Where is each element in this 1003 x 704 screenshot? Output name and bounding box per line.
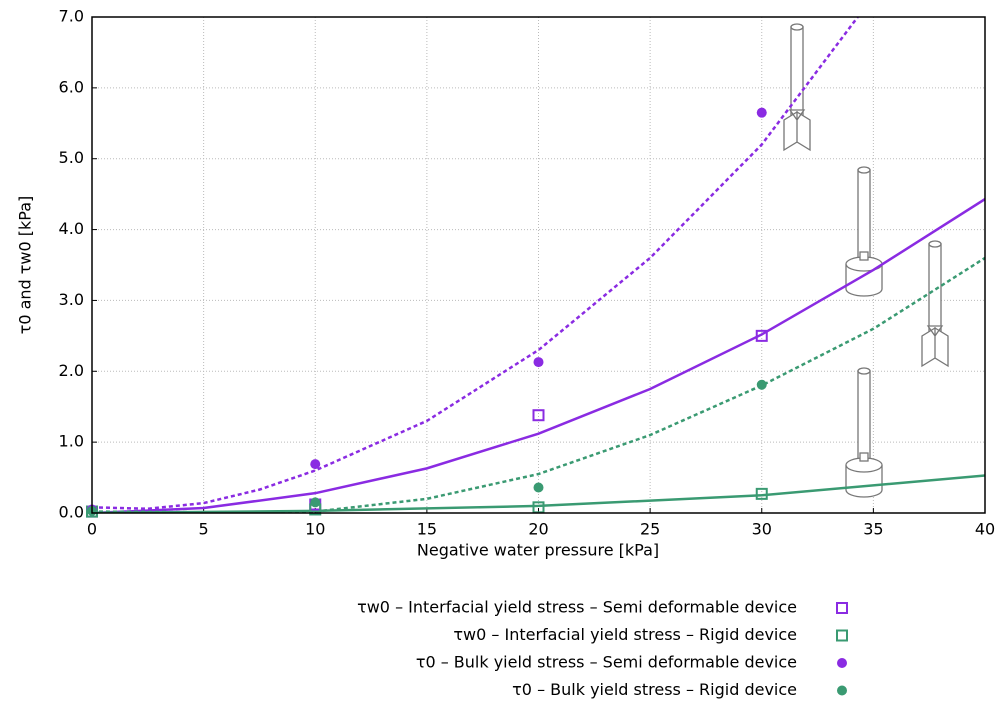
device-icons	[783, 23, 949, 498]
point	[756, 379, 767, 390]
legend-label: τw0 – Interfacial yield stress – Semi de…	[357, 598, 797, 617]
legend-marker	[836, 602, 848, 614]
x-tick-label: 25	[640, 520, 660, 539]
legend-label: τ0 – Bulk yield stress – Semi deformable…	[416, 653, 797, 672]
y-tick-label: 4.0	[59, 219, 84, 238]
cylinder-icon	[845, 166, 883, 297]
x-tick-label: 40	[975, 520, 995, 539]
point	[532, 409, 545, 422]
point	[310, 459, 321, 470]
legend-marker	[837, 685, 847, 696]
x-tick-label: 10	[305, 520, 325, 539]
y-tick-label: 3.0	[59, 290, 84, 309]
y-tick-label: 6.0	[59, 77, 84, 96]
legend: τw0 – Interfacial yield stress – Semi de…	[357, 598, 848, 699]
x-tick-label: 5	[199, 520, 209, 539]
y-tick-label: 2.0	[59, 361, 84, 380]
point	[533, 482, 544, 493]
fit-lines	[92, 17, 985, 513]
cylinder-icon	[845, 367, 883, 498]
point	[756, 107, 767, 118]
y-tick-label: 5.0	[59, 148, 84, 167]
legend-marker	[837, 658, 847, 668]
y-tick-label: 0.0	[59, 503, 84, 522]
vane-icon	[921, 240, 949, 368]
legend-label: τw0 – Interfacial yield stress – Rigid d…	[453, 625, 797, 644]
x-tick-label: 35	[863, 520, 883, 539]
legend-marker	[836, 629, 848, 642]
fit-line	[92, 198, 985, 513]
x-tick-label: 0	[87, 520, 97, 539]
x-axis-label: Negative water pressure [kPa]	[417, 541, 659, 560]
legend-label: τ0 – Bulk yield stress – Rigid device	[512, 680, 797, 699]
plot-frame	[91, 16, 986, 514]
point	[755, 487, 768, 500]
vane-icon	[783, 23, 811, 152]
point	[310, 497, 321, 508]
points	[86, 107, 768, 518]
fit-line	[92, 256, 985, 513]
y-tick-label: 1.0	[59, 432, 84, 451]
x-tick-label: 30	[752, 520, 772, 539]
point	[755, 329, 768, 342]
fit-line	[92, 17, 859, 511]
x-tick-label: 20	[528, 520, 548, 539]
y-tick-label: 7.0	[59, 7, 84, 26]
point	[533, 357, 544, 368]
x-tick-label: 15	[417, 520, 437, 539]
y-axis-label: τ0 and τw0 [kPa]	[16, 196, 35, 335]
